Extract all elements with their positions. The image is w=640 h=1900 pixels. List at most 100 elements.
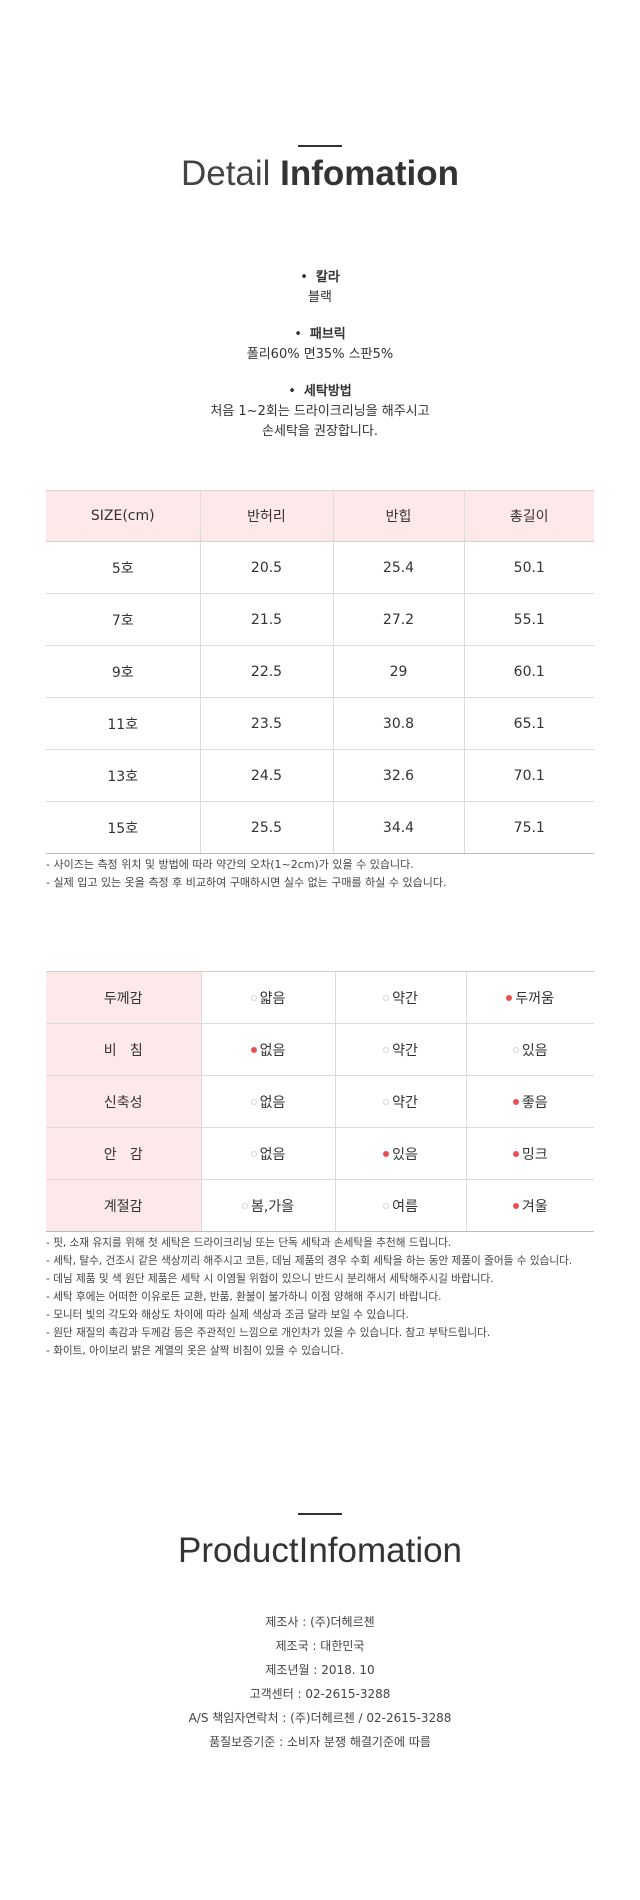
size-cell: 15호 — [46, 801, 200, 854]
option-cell: 밍크 — [465, 1127, 594, 1180]
spec-label: 세탁방법 — [0, 382, 640, 402]
option-label: 겨울 — [521, 1198, 548, 1215]
length-cell: 70.1 — [463, 749, 594, 802]
option-label: 약간 — [392, 1094, 418, 1111]
size-cell: 7호 — [46, 593, 200, 646]
column-header: 반힙 — [332, 490, 464, 542]
radio-dot-selected — [506, 994, 513, 1001]
table-row: 비 침 없음 약간 있음 — [46, 1023, 594, 1076]
waist-cell: 20.5 — [199, 541, 333, 594]
option-cell: 없음 — [200, 1127, 335, 1180]
radio-dot — [383, 994, 390, 1001]
product-info-line: A/S 책임자연락처 : (주)더헤르첸 / 02-2615-3288 — [188, 1711, 452, 1725]
option-cell: 얇음 — [200, 971, 335, 1024]
option-label: 없음 — [259, 1146, 286, 1163]
hip-cell: 34.4 — [332, 801, 464, 854]
waist-cell: 25.5 — [199, 801, 333, 854]
size-notes: - 사이즈는 측정 위치 및 방법에 따라 약간의 오차(1~2cm)가 있을 … — [46, 856, 606, 892]
spec-value: 손세탁을 권장합니다. — [262, 424, 378, 439]
spec-value: 폴리60% 면35% 스판5% — [246, 347, 394, 362]
spec-value: 처음 1~2회는 드라이크리닝을 해주시고 — [210, 404, 430, 419]
option-cell: 있음 — [465, 1023, 594, 1076]
hip-cell: 27.2 — [332, 593, 464, 646]
waist-cell: 23.5 — [199, 697, 333, 750]
option-label: 밍크 — [521, 1146, 548, 1163]
spec-value: 블랙 — [308, 290, 332, 305]
option-cell: 겨울 — [465, 1179, 594, 1232]
radio-dot — [241, 1202, 248, 1209]
product-info-line: 품질보증기준 : 소비자 분쟁 해결기준에 따름 — [209, 1735, 431, 1749]
length-cell: 55.1 — [463, 593, 594, 646]
option-label: 얇음 — [259, 990, 286, 1007]
radio-dot — [383, 1098, 390, 1105]
note-line: - 원단 재질의 촉감과 두께감 등은 주관적인 느낌으로 개인차가 있을 수 … — [46, 1327, 491, 1339]
fabric-attribute-table: 두께감 얇음 약간 두꺼움 비 침 없음 약간 있음 신축성 없음 약간 좋음 … — [46, 971, 594, 1232]
radio-dot — [383, 1046, 390, 1053]
length-cell: 75.1 — [463, 801, 594, 854]
option-cell: 좋음 — [465, 1075, 594, 1128]
title-divider-bar — [298, 1513, 342, 1515]
attribute-label: 신축성 — [46, 1075, 201, 1128]
attribute-label: 안 감 — [46, 1127, 201, 1180]
radio-dot — [250, 1150, 257, 1157]
option-cell: 약간 — [334, 1023, 466, 1076]
option-label: 약간 — [392, 1042, 418, 1059]
table-row: 11호 23.5 30.8 65.1 — [46, 697, 594, 750]
note-line: - 핏, 소재 유지를 위해 첫 세탁은 드라이크리닝 또는 단독 세탁과 손세… — [46, 1237, 452, 1249]
spec-washing: 세탁방법 처음 1~2회는 드라이크리닝을 해주시고 손세탁을 권장합니다. — [0, 382, 640, 442]
detail-title: Detail Infomation — [0, 154, 640, 194]
option-cell: 두꺼움 — [465, 971, 594, 1024]
table-row: 7호 21.5 27.2 55.1 — [46, 593, 594, 646]
table-row: 계절감 봄,가을 여름 겨울 — [46, 1179, 594, 1232]
option-label: 있음 — [392, 1146, 418, 1163]
option-cell: 있음 — [334, 1127, 466, 1180]
option-cell: 약간 — [334, 1075, 466, 1128]
spec-label: 패브릭 — [0, 325, 640, 345]
radio-dot — [250, 994, 257, 1001]
table-row: 9호 22.5 29 60.1 — [46, 645, 594, 698]
attribute-label: 계절감 — [46, 1179, 201, 1232]
attribute-label: 두께감 — [46, 971, 201, 1024]
radio-dot-selected — [512, 1098, 519, 1105]
option-label: 있음 — [521, 1042, 548, 1059]
size-table-header-row: SIZE(cm) 반허리 반힙 총길이 — [46, 490, 594, 542]
note-line: - 세탁, 탈수, 건조시 같은 색상끼리 해주시고 코튼, 데님 제품의 경우… — [46, 1255, 573, 1267]
note-line: - 세탁 후에는 어떠한 이유로든 교환, 반품, 환불이 불가하니 이점 양해… — [46, 1291, 442, 1303]
table-row: 13호 24.5 32.6 70.1 — [46, 749, 594, 802]
waist-cell: 24.5 — [199, 749, 333, 802]
hip-cell: 29 — [332, 645, 464, 698]
option-label: 약간 — [392, 990, 418, 1007]
size-cell: 5호 — [46, 541, 200, 594]
spec-fabric: 패브릭 폴리60% 면35% 스판5% — [0, 325, 640, 365]
waist-cell: 22.5 — [199, 645, 333, 698]
length-cell: 50.1 — [463, 541, 594, 594]
detail-title-light: Detail — [180, 154, 281, 193]
care-notes: - 핏, 소재 유지를 위해 첫 세탁은 드라이크리닝 또는 단독 세탁과 손세… — [46, 1234, 606, 1360]
option-cell: 약간 — [334, 971, 466, 1024]
option-label: 여름 — [392, 1198, 418, 1215]
note-line: - 화이트, 아이보리 밝은 계열의 옷은 살짝 비침이 있을 수 있습니다. — [46, 1345, 344, 1357]
radio-dot — [512, 1046, 519, 1053]
detail-title-bold: Infomation — [280, 154, 460, 193]
product-info-line: 고객센터 : 02-2615-3288 — [249, 1687, 391, 1701]
radio-dot-selected — [512, 1202, 519, 1209]
table-row: 5호 20.5 25.4 50.1 — [46, 541, 594, 594]
product-info: 제조사 : (주)더헤르첸 제조국 : 대한민국 제조년월 : 2018. 10… — [0, 1610, 640, 1754]
option-label: 없음 — [259, 1094, 286, 1111]
radio-dot — [383, 1202, 390, 1209]
column-header: 총길이 — [463, 490, 594, 542]
size-cell: 13호 — [46, 749, 200, 802]
option-cell: 봄,가을 — [200, 1179, 335, 1232]
table-row: 안 감 없음 있음 밍크 — [46, 1127, 594, 1180]
product-info-line: 제조사 : (주)더헤르첸 — [265, 1615, 375, 1629]
spec-label: 칼라 — [0, 268, 640, 288]
radio-dot-selected — [383, 1150, 390, 1157]
radio-dot-selected — [512, 1150, 519, 1157]
radio-dot — [250, 1098, 257, 1105]
size-table: SIZE(cm) 반허리 반힙 총길이 5호 20.5 25.4 50.1 7호… — [46, 490, 594, 854]
attribute-label: 비 침 — [46, 1023, 201, 1076]
note-line: - 데님 제품 및 색 원단 제품은 세탁 시 이염될 위험이 있으니 반드시 … — [46, 1273, 494, 1285]
product-info-line: 제조년월 : 2018. 10 — [265, 1663, 375, 1677]
option-cell: 여름 — [334, 1179, 466, 1232]
option-label: 없음 — [259, 1042, 286, 1059]
